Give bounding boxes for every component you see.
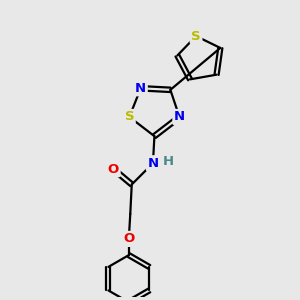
Text: S: S (124, 110, 134, 124)
Text: O: O (123, 232, 134, 245)
Text: O: O (108, 163, 119, 176)
Text: S: S (191, 30, 201, 43)
Text: H: H (163, 155, 174, 168)
Text: N: N (174, 110, 185, 124)
Text: N: N (147, 157, 158, 170)
Text: N: N (135, 82, 146, 95)
